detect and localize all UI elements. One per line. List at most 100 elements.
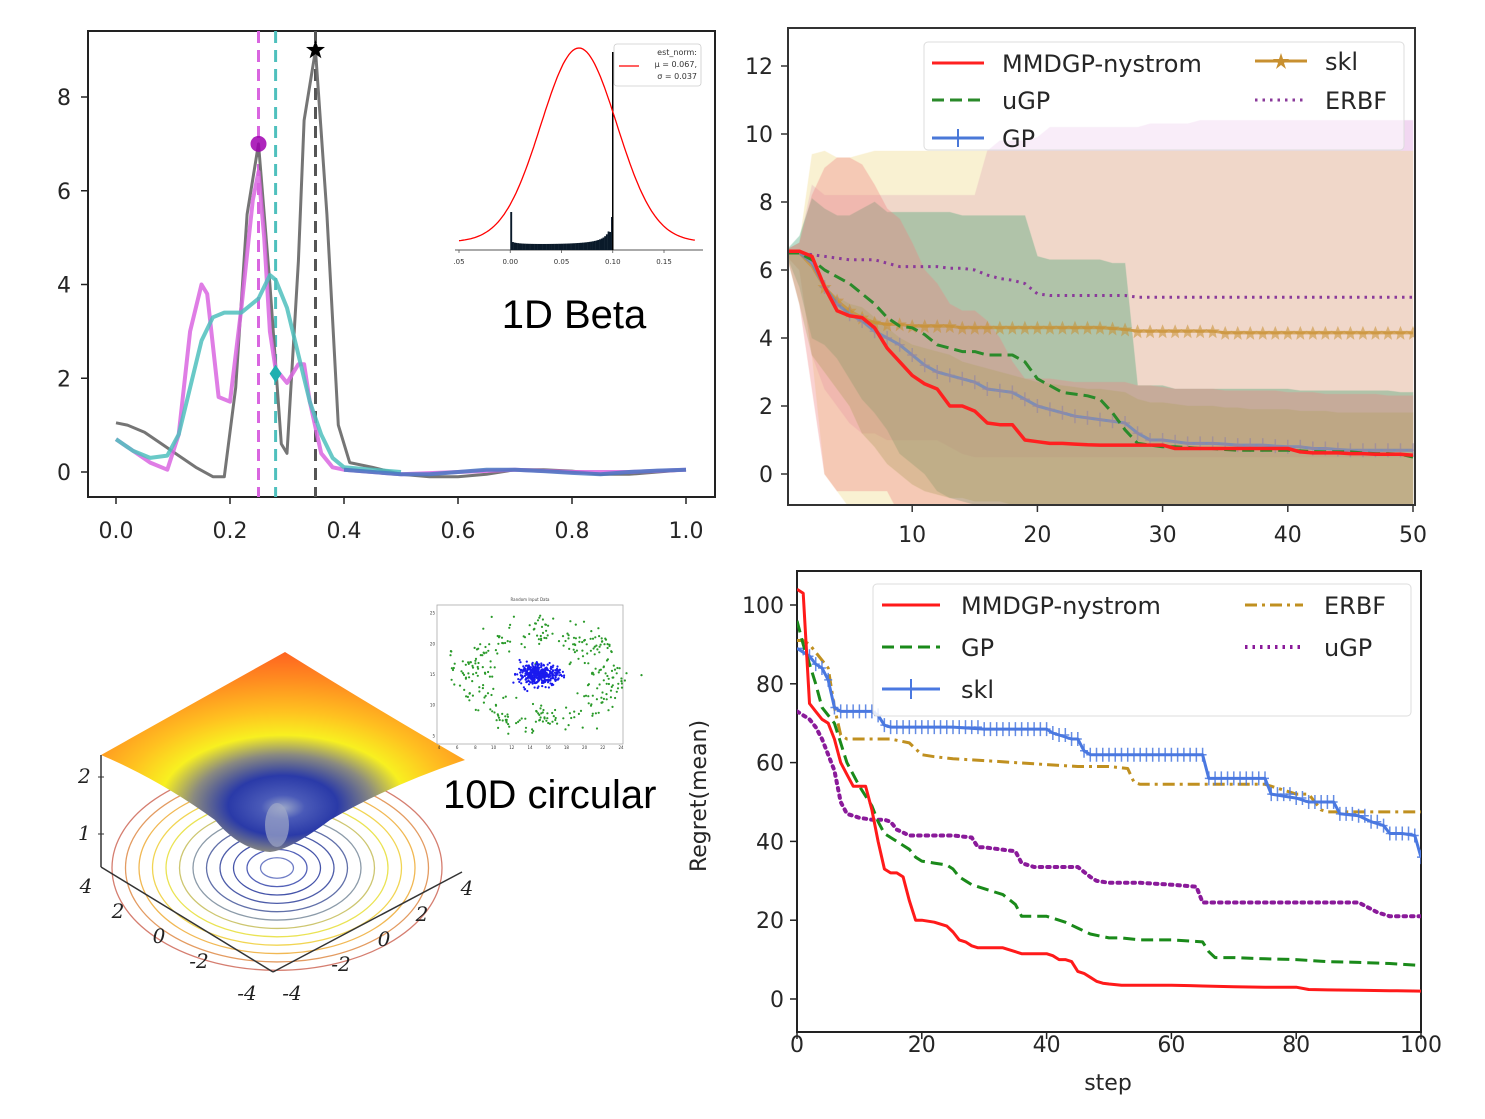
scatter-point-outer [541, 631, 545, 635]
scatter-point-outer [539, 716, 542, 719]
scatter-point-outer [483, 696, 486, 699]
scatter-point-outer [570, 716, 573, 720]
scatter-point-outer [534, 720, 538, 723]
scatter-point-inner [540, 673, 543, 676]
scatter-point-outer [475, 671, 478, 675]
scatter-point-outer [476, 674, 479, 677]
histogram-bar [575, 243, 578, 250]
histogram-bar [532, 243, 535, 250]
scatter-point-outer [488, 643, 491, 646]
scatter-point-outer [572, 643, 575, 646]
scatter-point-outer [562, 644, 565, 647]
scatter-point-inner [536, 681, 539, 684]
point-marker [1055, 320, 1070, 335]
histogram-bar [551, 243, 554, 250]
line-uGP [797, 709, 1421, 919]
point-marker [1067, 320, 1082, 335]
legend-label-uGP: uGP [1324, 634, 1372, 662]
scatter-point-inner [528, 672, 531, 675]
scatter-point-outer [507, 732, 510, 735]
scatter-point-outer [490, 693, 493, 697]
scatter-point-outer [568, 647, 571, 651]
scatter-y-tick: 5 [432, 733, 435, 738]
scatter-point-outer [605, 659, 609, 662]
legend-label-GP: GP [1002, 125, 1035, 153]
scatter-point-outer [481, 666, 484, 669]
scatter-point-outer [523, 646, 526, 649]
scatter-point-outer [595, 698, 599, 701]
scatter-point-outer [612, 676, 615, 679]
scatter-point-outer [493, 666, 496, 669]
scatter-point-outer [618, 667, 621, 670]
scatter-point-outer [583, 695, 586, 698]
scatter-point-outer [596, 648, 599, 651]
point-marker [1105, 321, 1120, 336]
point-marker [994, 383, 1005, 398]
scatter-point-outer [551, 720, 554, 723]
point-marker [1044, 402, 1055, 417]
scatter-point-outer [487, 649, 490, 652]
histogram-bar [517, 243, 519, 250]
scatter-point-outer [512, 615, 516, 618]
point-marker [1404, 826, 1413, 841]
scatter-x-tick: 18 [564, 745, 570, 750]
scatter-point-outer [587, 662, 590, 665]
scatter-point-outer [449, 650, 452, 653]
point-marker [1410, 828, 1419, 843]
x-axis-3d [100, 866, 274, 973]
scatter-point-outer [524, 730, 527, 733]
scatter-point-outer [577, 712, 581, 716]
histogram-bar [510, 212, 513, 250]
scatter-point-inner [553, 671, 556, 674]
x-tick-label: -2 [189, 949, 208, 973]
scatter-point-inner [551, 666, 554, 669]
inset-legend-title: est_norm: [657, 48, 697, 57]
scatter-point-outer [601, 691, 604, 694]
scatter-point-outer [606, 643, 609, 646]
scatter-point-outer [468, 699, 471, 702]
scatter-point-inner [543, 676, 546, 679]
scatter-point-outer [574, 643, 577, 647]
point-marker [1180, 324, 1195, 339]
point-marker [992, 320, 1007, 335]
y-axis-label-regret: Regret(mean) [687, 720, 712, 872]
scatter-point-outer [531, 728, 534, 731]
histogram-bar [582, 242, 584, 250]
point-marker [932, 365, 943, 379]
scatter-point-outer [497, 714, 500, 717]
scatter-point-outer [595, 644, 598, 647]
scatter-point-outer [539, 707, 542, 710]
y-tick-label: -4 [282, 981, 301, 1005]
scatter-point-outer [477, 709, 480, 712]
scatter-point-outer [467, 672, 470, 675]
point-marker [955, 320, 970, 335]
scatter-point-outer [452, 666, 455, 670]
scatter-point-inner [524, 664, 528, 667]
scatter-point-outer [497, 642, 500, 645]
scatter-point-outer [574, 623, 577, 626]
scatter-point-outer [546, 634, 549, 637]
point-marker [1107, 414, 1118, 429]
legend-label-MMDGP-nystrom: MMDGP-nystrom [961, 592, 1161, 620]
y-tick-label: 6 [57, 180, 71, 205]
x-tick-label: 0.2 [213, 519, 248, 544]
scatter-point-outer [515, 722, 518, 725]
point-marker [1330, 325, 1345, 340]
scatter-point-outer [508, 626, 511, 629]
point-marker [1205, 324, 1220, 339]
scatter-point-outer [471, 694, 474, 697]
scatter-point-inner [562, 676, 566, 679]
scatter-point-outer [578, 636, 581, 639]
point-marker [944, 368, 955, 383]
point-marker [1143, 324, 1158, 339]
scatter-point-outer [478, 690, 481, 693]
y-tick-label: 12 [745, 55, 773, 80]
scatter-point-outer [467, 661, 470, 664]
histogram-bar [537, 243, 540, 250]
scatter-point-outer [532, 628, 535, 631]
y-axis-3d [272, 871, 463, 973]
x-tick-label: 2 [111, 899, 125, 923]
histogram-bar [597, 239, 600, 250]
x-tick-label: 1.0 [669, 519, 704, 544]
